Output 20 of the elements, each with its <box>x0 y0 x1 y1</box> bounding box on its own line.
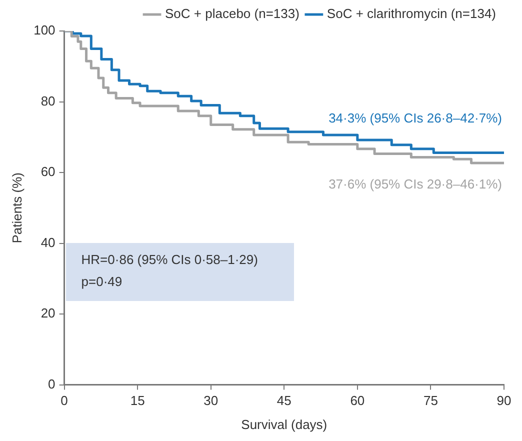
x-tick-label: 60 <box>350 393 365 408</box>
y-tick-label: 20 <box>40 306 56 321</box>
annotation: 37·6% (95% CIs 29·8–46·1%) <box>328 176 502 192</box>
y-tick-label: 60 <box>40 164 56 180</box>
y-tick-label: 100 <box>34 22 56 38</box>
x-tick-label: 0 <box>60 393 68 408</box>
y-tick-label: 80 <box>40 93 56 108</box>
y-tick-label: 0 <box>48 376 56 392</box>
y-axis-title: Patients (%) <box>9 172 24 244</box>
x-axis-title: Survival (days) <box>241 416 328 432</box>
x-tick-label: 45 <box>276 393 292 408</box>
annotation: 34·3% (95% CIs 26·8–42·7%) <box>328 110 502 126</box>
x-tick-label: 90 <box>496 393 512 408</box>
y-tick-label: 40 <box>40 234 56 250</box>
x-tick-label: 30 <box>204 393 218 408</box>
legend-label: SoC + placebo (n=133) <box>165 6 300 22</box>
x-tick-label: 75 <box>423 393 438 408</box>
x-tick-label: 15 <box>130 393 145 408</box>
legend-label: SoC + clarithromycin (n=134) <box>326 6 496 22</box>
shaded-text-box: HR=0·86 (95% CIs 0·58–1·29) p=0·49 <box>66 243 294 302</box>
